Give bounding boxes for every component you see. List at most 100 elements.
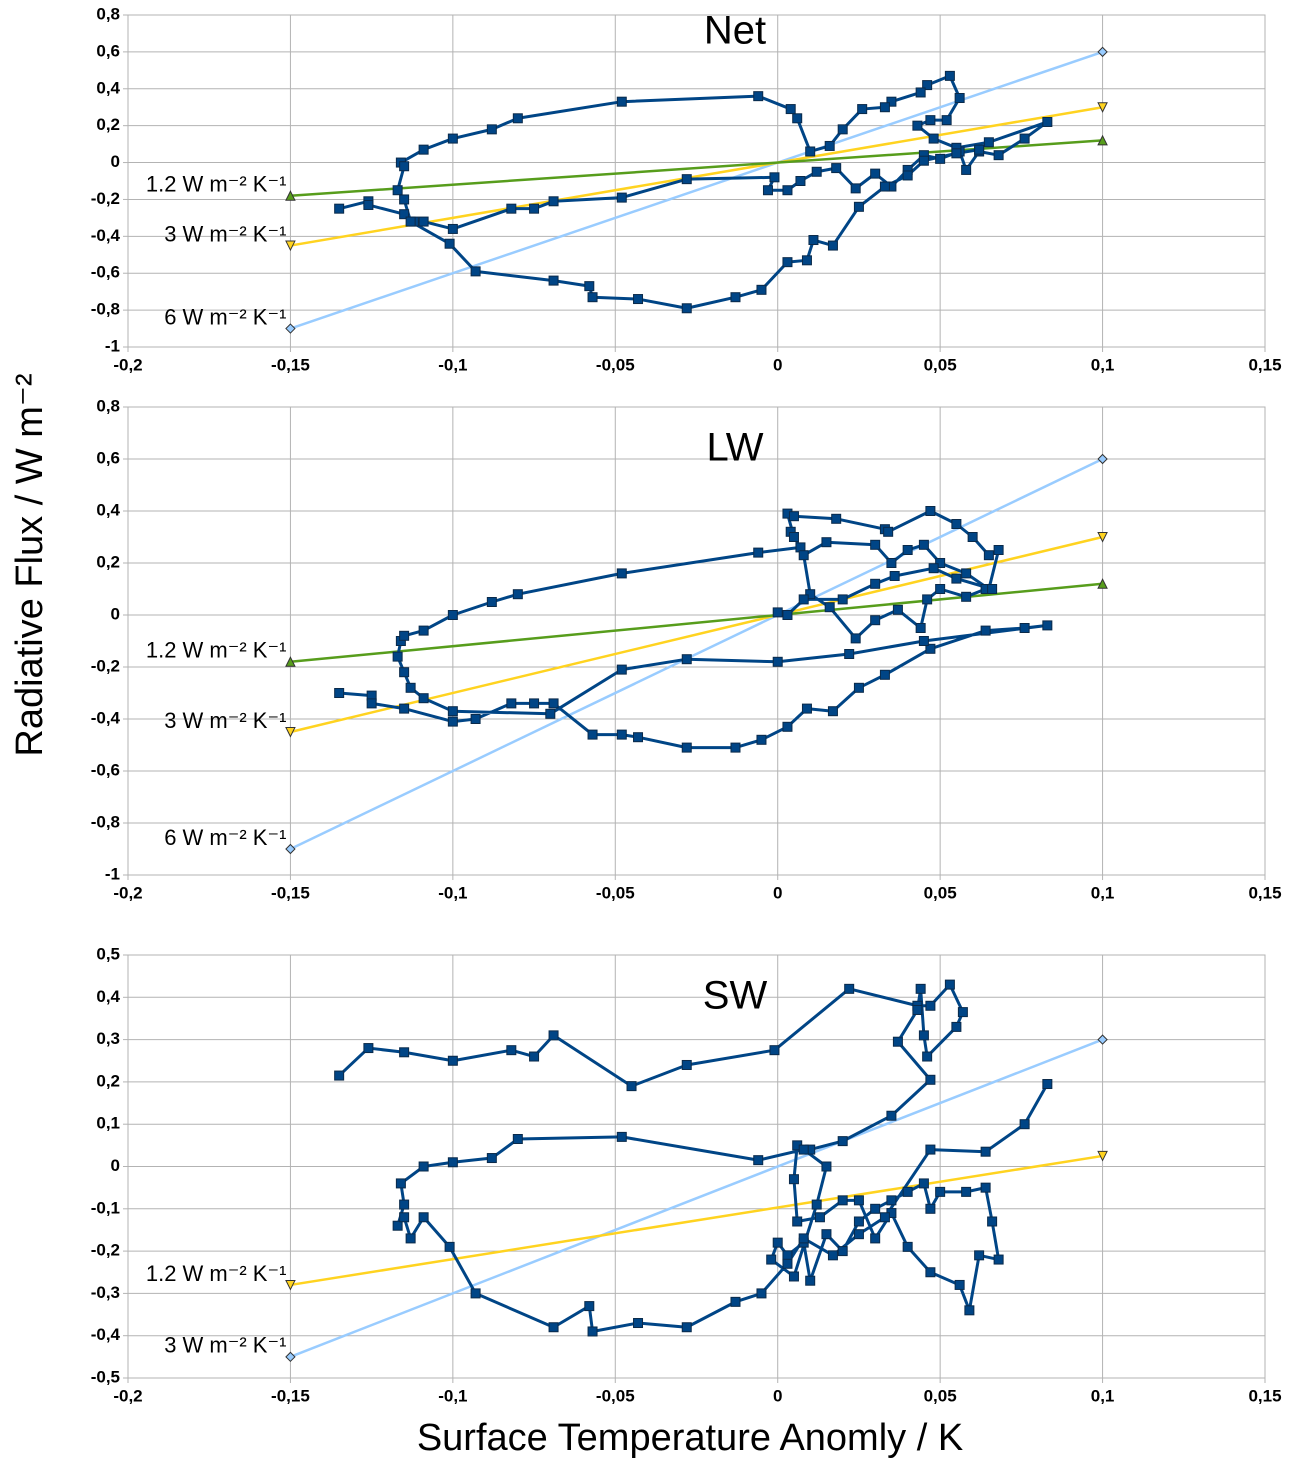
marker <box>1097 102 1108 113</box>
marker <box>447 1055 458 1066</box>
marker <box>805 146 816 157</box>
marker <box>798 594 809 605</box>
marker <box>941 115 952 126</box>
marker <box>444 1241 455 1252</box>
marker <box>922 80 933 91</box>
marker <box>418 216 429 227</box>
marker <box>902 545 913 555</box>
marker <box>883 526 894 537</box>
marker <box>870 168 881 179</box>
marker <box>824 602 835 613</box>
marker <box>951 148 962 159</box>
marker <box>801 255 812 266</box>
marker <box>405 216 416 227</box>
marker <box>512 113 523 124</box>
marker <box>681 654 692 665</box>
x-tick-label: -0,15 <box>271 1386 310 1405</box>
marker <box>399 1199 410 1210</box>
marker <box>879 1212 890 1223</box>
marker <box>418 625 429 636</box>
marker <box>470 1288 481 1299</box>
marker <box>616 192 627 203</box>
marker <box>993 545 1004 555</box>
marker <box>798 1233 809 1244</box>
marker <box>363 199 374 210</box>
marker <box>944 979 955 990</box>
y-tick-label: -0,4 <box>91 1325 121 1344</box>
panel: 0,80,60,40,20-0,2-0,4-0,6-0,8-1-0,2 -0,15… <box>91 396 1282 902</box>
marker <box>395 1178 406 1189</box>
marker <box>545 708 556 719</box>
y-tick-label: -0,2 <box>91 1241 120 1260</box>
marker <box>334 1070 345 1081</box>
series-label: 3 W m⁻² K⁻¹ <box>164 1333 286 1358</box>
marker <box>769 172 780 183</box>
marker <box>363 1043 374 1054</box>
x-tick-label: 0,1 <box>1091 355 1115 374</box>
marker <box>879 669 890 680</box>
marker <box>418 693 429 704</box>
marker <box>827 240 838 251</box>
marker <box>957 1007 968 1018</box>
marker <box>587 292 598 303</box>
marker <box>792 1216 803 1227</box>
marker <box>879 181 890 192</box>
marker <box>1097 532 1108 543</box>
marker <box>935 1186 946 1197</box>
marker <box>935 584 946 594</box>
marker <box>902 1241 913 1252</box>
marker <box>626 1081 637 1092</box>
y-tick-label: -0,8 <box>91 812 120 831</box>
marker <box>961 1186 972 1197</box>
marker <box>753 91 764 102</box>
marker <box>766 1254 777 1265</box>
marker <box>399 1047 410 1058</box>
marker <box>870 578 881 589</box>
marker <box>918 1178 929 1189</box>
marker <box>730 292 741 303</box>
marker <box>915 983 926 994</box>
marker <box>954 1279 965 1290</box>
marker <box>814 1212 825 1223</box>
marker <box>925 1267 936 1278</box>
marker <box>285 240 296 252</box>
marker <box>808 235 819 246</box>
marker <box>974 144 985 155</box>
marker <box>792 113 803 124</box>
marker <box>616 664 627 675</box>
y-tick-label: -0,4 <box>91 226 121 245</box>
marker <box>925 1144 936 1155</box>
marker <box>399 630 410 641</box>
marker <box>850 183 861 194</box>
marker <box>853 1195 864 1206</box>
x-tick-label: 0,1 <box>1091 883 1115 902</box>
x-tick-label: -0,2 <box>113 883 142 902</box>
marker <box>285 323 296 334</box>
marker <box>961 591 972 602</box>
x-tick-label: 0,15 <box>1248 355 1281 374</box>
marker <box>1097 1150 1108 1162</box>
marker <box>418 144 429 155</box>
y-tick-label: -0,2 <box>91 189 120 208</box>
marker <box>616 1131 627 1142</box>
series-label: 3 W m⁻² K⁻¹ <box>164 708 286 733</box>
marker <box>798 550 809 561</box>
x-tick-label: 0 <box>773 883 782 902</box>
marker <box>1019 133 1030 144</box>
marker <box>788 532 799 542</box>
marker <box>772 1237 783 1248</box>
marker <box>831 163 842 174</box>
marker <box>892 604 903 615</box>
marker <box>1097 453 1108 465</box>
marker <box>886 1110 897 1121</box>
y-tick-label: 0,2 <box>96 1071 120 1090</box>
marker <box>925 1203 936 1214</box>
marker <box>506 698 517 709</box>
marker <box>892 1036 903 1047</box>
marker <box>831 513 842 524</box>
marker <box>506 203 517 214</box>
marker <box>405 1233 416 1244</box>
marker <box>870 1203 881 1214</box>
panel: 0,50,40,30,20,10-0,1-0,2-0,3-0,4-0,5-0,2… <box>91 944 1282 1405</box>
marker <box>587 729 598 740</box>
